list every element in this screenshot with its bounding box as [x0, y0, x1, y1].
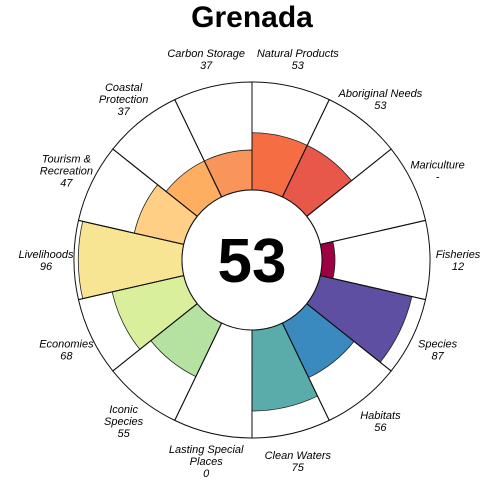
chart-title: Grenada: [191, 1, 313, 34]
petal-label-livelihoods: Livelihoods 96: [18, 249, 74, 273]
petal-name-iconic-species: Species: [104, 416, 144, 428]
petal-name-iconic-species: Iconic: [109, 404, 138, 416]
petal-value-carbon-storage: 37: [200, 60, 213, 72]
petal-name-lasting-special-places: Places: [190, 456, 224, 468]
petal-name-coastal-protection: Protection: [99, 94, 149, 106]
petal-value-mariculture: -: [436, 172, 440, 184]
petal-name-economies: Economies: [39, 338, 94, 350]
petal-name-lasting-special-places: Lasting Special: [169, 444, 244, 456]
center-score: 53: [218, 227, 287, 296]
petal-label-species: Species 87: [418, 338, 458, 362]
petal-name-mariculture: Mariculture: [410, 160, 464, 172]
petal-name-tourism-and-recreation: Tourism &: [42, 154, 91, 166]
petal-label-tourism-and-recreation: Tourism & Recreation 47: [40, 154, 93, 190]
petal-value-species: 87: [431, 350, 444, 362]
petal-value-natural-products: 53: [292, 60, 305, 72]
petal-label-economies: Economies 68: [39, 338, 94, 362]
petal-value-tourism-and-recreation: 47: [60, 178, 73, 190]
petal-label-fisheries: Fisheries 12: [436, 249, 481, 273]
petal-value-iconic-species: 55: [117, 428, 130, 440]
petal-name-coastal-protection: Coastal: [105, 82, 143, 94]
petal-label-lasting-special-places: Lasting Special Places 0: [169, 444, 244, 480]
petal-label-coastal-protection: Coastal Protection 37: [99, 82, 149, 118]
petal-value-habitats: 56: [374, 422, 387, 434]
petal-label-aboriginal-needs: Aboriginal Needs 53: [338, 88, 423, 112]
petal-name-natural-products: Natural Products: [257, 48, 339, 60]
petal-value-aboriginal-needs: 53: [374, 100, 387, 112]
petal-value-clean-waters: 75: [292, 462, 305, 474]
petal-name-aboriginal-needs: Aboriginal Needs: [338, 88, 423, 100]
petal-name-clean-waters: Clean Waters: [265, 450, 332, 462]
petal-name-fisheries: Fisheries: [436, 249, 481, 261]
petal-name-species: Species: [418, 338, 458, 350]
petal-value-coastal-protection: 37: [117, 106, 130, 118]
center-disc: [181, 189, 323, 331]
petal-label-habitats: Habitats 56: [360, 410, 401, 434]
petal-name-carbon-storage: Carbon Storage: [167, 48, 245, 60]
petal-label-natural-products: Natural Products 53: [257, 48, 339, 72]
petal-name-tourism-and-recreation: Recreation: [40, 166, 93, 178]
petal-value-livelihoods: 96: [40, 261, 53, 273]
petal-label-clean-waters: Clean Waters 75: [265, 450, 332, 474]
petal-value-fisheries: 12: [452, 261, 464, 273]
petal-name-livelihoods: Livelihoods: [18, 249, 74, 261]
petal-label-carbon-storage: Carbon Storage 37: [167, 48, 245, 72]
petal-label-iconic-species: Iconic Species 55: [104, 404, 144, 440]
petal-label-mariculture: Mariculture -: [410, 160, 464, 184]
petal-value-economies: 68: [60, 350, 73, 362]
petal-value-lasting-special-places: 0: [203, 468, 210, 480]
petal-fills: [77, 132, 413, 412]
petal-name-habitats: Habitats: [360, 410, 401, 422]
